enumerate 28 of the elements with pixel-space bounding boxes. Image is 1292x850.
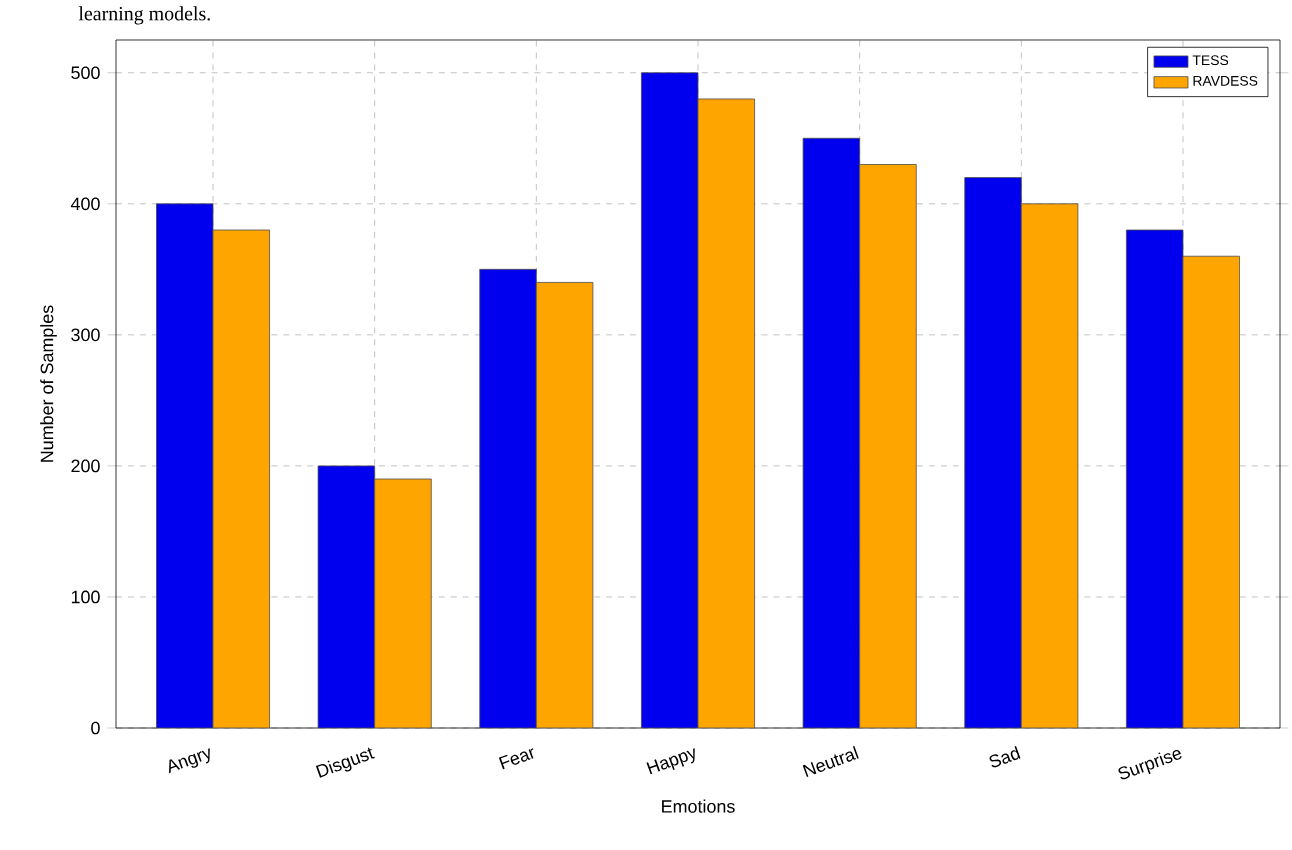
y-tick-label: 500 <box>71 66 100 80</box>
bar <box>536 282 593 728</box>
bar <box>697 98 755 728</box>
bar <box>802 137 861 728</box>
bar <box>1126 229 1184 728</box>
bar <box>964 177 1022 728</box>
bar <box>479 269 537 728</box>
x-tick-label: Fear <box>498 748 534 770</box>
bar <box>212 229 270 728</box>
bar <box>374 478 432 728</box>
y-tick-label: 200 <box>71 459 100 473</box>
x-axis-title: Emotions <box>662 799 735 813</box>
y-tick-label: 300 <box>71 328 100 342</box>
bar <box>641 72 699 728</box>
y-tick-label: 400 <box>70 197 100 211</box>
x-tick-label: Happy <box>646 748 695 775</box>
bar <box>156 203 214 728</box>
y-tick-label: 0 <box>91 721 100 735</box>
bar <box>1182 255 1240 728</box>
bar <box>1020 203 1079 728</box>
bar <box>317 465 376 728</box>
x-tick-label: Sad <box>989 745 1021 768</box>
x-tick-label: Surprise <box>1118 750 1182 780</box>
bar <box>859 164 917 728</box>
x-tick-label: Angry <box>169 748 210 774</box>
y-axis-title: Number of Samples <box>40 305 57 462</box>
y-tick-label: 100 <box>71 590 100 604</box>
text: learning models. <box>78 6 210 25</box>
